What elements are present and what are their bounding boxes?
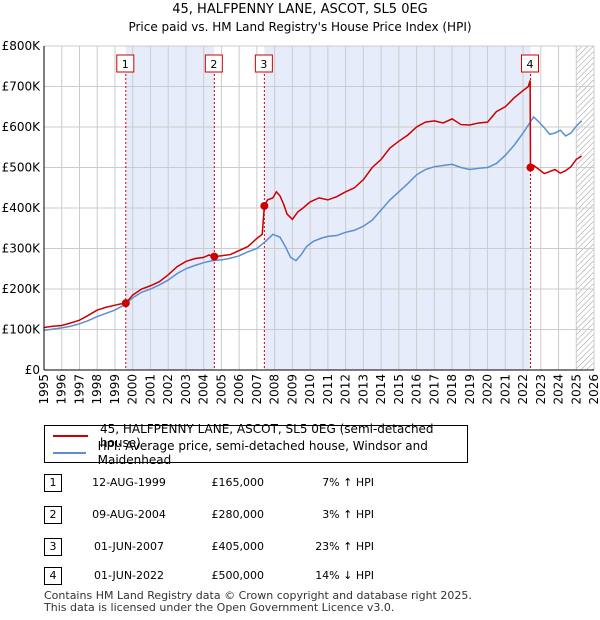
x-tick-label: 2002 — [161, 374, 175, 405]
sale-label: 4 — [526, 58, 533, 71]
legend: 45, HALFPENNY LANE, ASCOT, SL5 0EG (semi… — [44, 422, 468, 467]
x-tick-label: 2020 — [481, 374, 495, 405]
legend-item-property: 45, HALFPENNY LANE, ASCOT, SL5 0EG (semi… — [53, 422, 467, 450]
x-tick-label: 2025 — [569, 374, 583, 405]
x-tick-label: 2015 — [392, 374, 406, 405]
sale-point — [121, 299, 130, 308]
sale-hpi-diff: 23% ↑ HPI — [315, 540, 374, 553]
x-tick-label: 2019 — [463, 374, 477, 405]
sale-hpi-diff: 14% ↓ HPI — [315, 569, 374, 582]
x-tick-label: 2005 — [214, 374, 228, 405]
chart-subtitle: Price paid vs. HM Land Registry's House … — [128, 20, 471, 34]
y-tick-label: £400K — [2, 201, 42, 215]
y-tick-label: £700K — [2, 80, 42, 94]
sale-point — [260, 201, 269, 210]
x-tick-label: 2026 — [587, 374, 600, 405]
footer-copyright: Contains HM Land Registry data © Crown c… — [44, 589, 472, 602]
table-row: 1 12-AUG-1999 £165,000 7% ↑ HPI — [44, 474, 464, 492]
table-row: 2 09-AUG-2004 £280,000 3% ↑ HPI — [44, 506, 464, 524]
y-tick-label: £100K — [2, 323, 42, 337]
sale-number: 1 — [44, 474, 62, 492]
y-tick-label: £0 — [25, 363, 40, 377]
x-tick-label: 2023 — [534, 374, 548, 405]
footer-licence: This data is licensed under the Open Gov… — [44, 601, 395, 614]
sale-label-box — [254, 54, 273, 73]
footer: Contains HM Land Registry data © Crown c… — [44, 590, 472, 614]
legend-label-hpi: HPI: Average price, semi-detached house,… — [97, 439, 428, 467]
x-tick-label: 1996 — [55, 374, 69, 405]
chart-title: 45, HALFPENNY LANE, ASCOT, SL5 0EG — [172, 2, 428, 17]
y-tick-label: £500K — [2, 161, 42, 175]
legend-label-property: 45, HALFPENNY LANE, ASCOT, SL5 0EG (semi… — [99, 422, 434, 450]
sale-date: 01-JUN-2022 — [93, 569, 165, 582]
x-tick-label: 2012 — [339, 374, 353, 405]
series-line-property — [43, 80, 582, 329]
legend-item-hpi: HPI: Average price, semi-detached house,… — [53, 439, 467, 467]
y-tick-label: £200K — [2, 282, 42, 296]
sale-label-box — [204, 54, 223, 73]
x-tick-label: 2022 — [516, 374, 530, 405]
x-tick-label: 2007 — [250, 374, 264, 405]
sale-point — [210, 252, 219, 261]
sale-label-box — [520, 54, 539, 73]
sale-price: £500,000 — [211, 569, 265, 582]
sale-price: £405,000 — [211, 540, 265, 553]
sale-label: 1 — [122, 58, 129, 71]
table-row: 4 01-JUN-2022 £500,000 14% ↓ HPI — [44, 567, 464, 585]
x-tick-label: 2011 — [321, 374, 335, 405]
y-tick-label: £800K — [2, 39, 42, 53]
sale-price: £280,000 — [211, 508, 265, 521]
sale-hpi-diff: 3% ↑ HPI — [322, 508, 374, 521]
sale-number: 3 — [44, 538, 62, 556]
x-tick-label: 2024 — [552, 374, 566, 405]
x-tick-label: 2017 — [427, 374, 441, 405]
y-tick-label: £300K — [2, 242, 42, 256]
legend-swatch-hpi — [53, 452, 86, 454]
x-tick-label: 2000 — [126, 374, 140, 405]
sale-number: 2 — [44, 506, 62, 524]
sale-number: 4 — [44, 567, 62, 585]
x-tick-label: 1997 — [72, 374, 86, 405]
sale-label: 2 — [210, 58, 217, 71]
sale-date: 09-AUG-2004 — [92, 508, 166, 521]
sale-date: 01-JUN-2007 — [93, 540, 165, 553]
sale-hpi-diff: 7% ↑ HPI — [322, 476, 374, 489]
x-tick-label: 2018 — [445, 374, 459, 405]
table-row: 3 01-JUN-2007 £405,000 23% ↑ HPI — [44, 538, 464, 556]
x-tick-label: 1998 — [90, 374, 104, 405]
y-tick-label: £600K — [2, 120, 42, 134]
x-tick-label: 2006 — [232, 374, 246, 405]
x-tick-label: 2014 — [374, 374, 388, 405]
x-tick-label: 2008 — [268, 374, 282, 405]
sale-price: £165,000 — [211, 476, 265, 489]
x-tick-label: 1995 — [37, 374, 51, 405]
x-tick-label: 2004 — [197, 374, 211, 405]
series-line-hpi — [43, 115, 583, 332]
sale-date: 12-AUG-1999 — [92, 476, 166, 489]
sale-label-box — [116, 54, 135, 73]
legend-swatch-property — [53, 435, 88, 437]
x-tick-label: 2013 — [356, 374, 370, 405]
x-tick-label: 2003 — [179, 374, 193, 405]
x-tick-label: 1999 — [108, 374, 122, 405]
sale-point — [526, 163, 535, 172]
x-tick-label: 2009 — [285, 374, 299, 405]
x-tick-label: 2021 — [498, 374, 512, 405]
x-tick-label: 2001 — [143, 374, 157, 405]
x-tick-label: 2010 — [303, 374, 317, 405]
x-tick-label: 2016 — [410, 374, 424, 405]
chart: 45, HALFPENNY LANE, ASCOT, SL5 0EG Price … — [2, 2, 600, 405]
sale-label: 3 — [260, 58, 267, 71]
